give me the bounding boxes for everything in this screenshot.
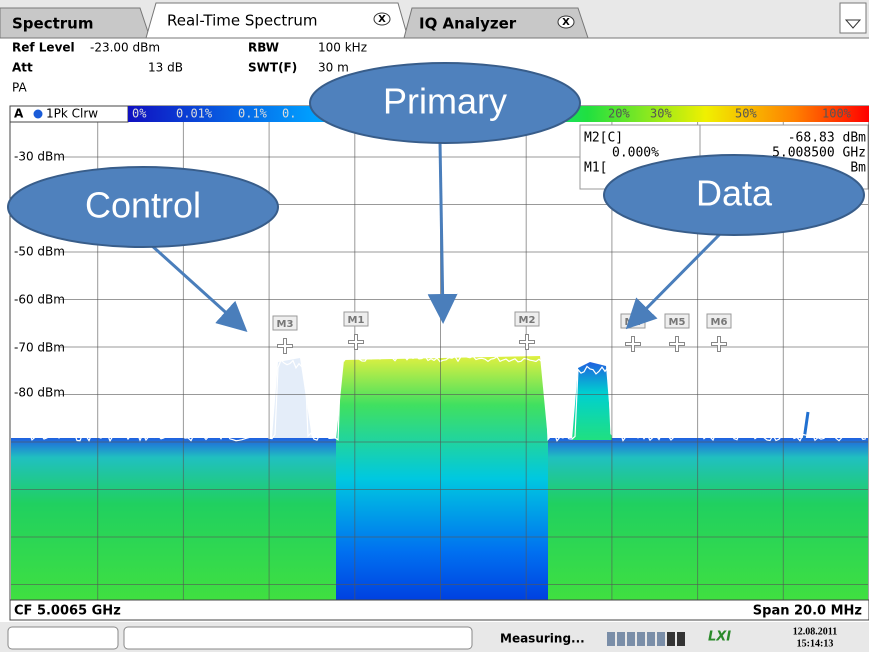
status-text: Measuring... — [500, 632, 585, 646]
progress-block — [647, 632, 655, 646]
window-label: A — [14, 107, 24, 121]
time: 15:14:13 — [797, 638, 834, 649]
status-field[interactable] — [8, 627, 118, 649]
center-frequency: CF 5.0065 GHz — [14, 604, 121, 619]
progress-block — [607, 632, 615, 646]
progress-block — [637, 632, 645, 646]
screen: Spectrum Real-Time Spectrum X IQ Analyze… — [0, 0, 869, 652]
date: 12.08.2011 — [793, 626, 837, 637]
callout-label: Control — [85, 185, 201, 226]
setting-value: 30 m — [318, 61, 349, 75]
color-scale-label: 100% — [822, 107, 852, 121]
tab-label: IQ Analyzer — [419, 15, 517, 33]
lxi-logo: LXI — [708, 630, 731, 645]
marker-label: M3 — [277, 319, 294, 330]
marker-label: M1 — [348, 315, 365, 326]
marker-label: M6 — [711, 317, 728, 328]
y-axis-label: -60 dBm — [14, 293, 65, 307]
setting-label: SWT(F) — [248, 61, 297, 75]
color-scale-label: 20% — [608, 107, 630, 121]
progress-block — [627, 632, 635, 646]
y-axis-label: -80 dBm — [14, 386, 65, 400]
close-icon-label: X — [562, 17, 570, 28]
setting-label: RBW — [248, 41, 279, 55]
tab-label: Spectrum — [12, 15, 93, 33]
y-axis-label: -30 dBm — [14, 150, 65, 164]
trace-label: 1Pk Clrw — [46, 107, 98, 121]
progress-block — [657, 632, 665, 646]
marker-percent: 0.000% — [612, 146, 659, 161]
setting-value: 13 dB — [148, 61, 183, 75]
setting-label: Ref Level — [12, 41, 75, 55]
status-field[interactable] — [124, 627, 472, 649]
span: Span 20.0 MHz — [753, 604, 862, 619]
color-scale-label: 0. — [282, 107, 296, 121]
color-scale-label: 30% — [650, 107, 672, 121]
marker-label: M2 — [519, 315, 536, 326]
footer — [10, 600, 869, 620]
color-scale-label: 0.01% — [176, 107, 213, 121]
progress-block — [667, 632, 675, 646]
callout-label: Data — [696, 173, 773, 214]
close-icon-label: X — [378, 14, 386, 25]
callout-label: Primary — [383, 81, 507, 122]
trace-dot — [34, 110, 43, 119]
primary-signal — [336, 356, 548, 601]
setting-label: Att — [12, 61, 33, 75]
progress-block — [617, 632, 625, 646]
progress-block — [677, 632, 685, 646]
setting-label: PA — [12, 81, 27, 95]
marker-level: Bm — [850, 161, 866, 176]
color-scale-label: 0.1% — [238, 107, 268, 121]
tab-label: Real-Time Spectrum — [167, 12, 318, 30]
marker-name: M2[C] — [584, 131, 623, 146]
y-axis-label: -50 dBm — [14, 245, 65, 259]
setting-value: 100 kHz — [318, 41, 367, 55]
setting-value: -23.00 dBm — [90, 41, 160, 55]
marker-label: M5 — [669, 317, 686, 328]
color-scale-label: 50% — [735, 107, 757, 121]
color-scale-label: 0% — [132, 107, 147, 121]
y-axis-label: -70 dBm — [14, 341, 65, 355]
marker-name: M1[ — [584, 161, 607, 176]
marker-level: -68.83 dBm — [788, 131, 866, 146]
